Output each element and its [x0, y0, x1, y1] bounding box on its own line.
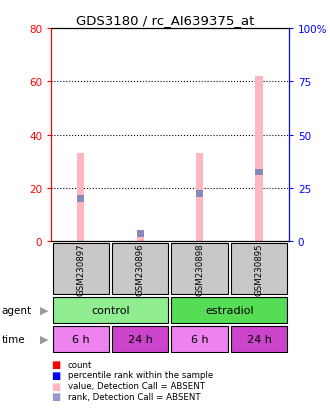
Text: agent: agent — [2, 305, 32, 315]
Bar — [231, 326, 287, 352]
Bar — [137, 231, 144, 242]
Bar — [53, 326, 109, 352]
Text: 24 h: 24 h — [128, 334, 153, 344]
Text: GSM230896: GSM230896 — [136, 242, 145, 295]
Text: percentile rank within the sample: percentile rank within the sample — [68, 370, 213, 380]
Bar — [255, 169, 263, 176]
Bar — [196, 190, 203, 197]
Bar — [172, 297, 287, 323]
Bar — [172, 326, 228, 352]
Text: control: control — [91, 305, 130, 315]
Text: GSM230895: GSM230895 — [254, 242, 264, 295]
Bar — [231, 244, 287, 294]
Text: GSM230897: GSM230897 — [76, 242, 85, 295]
Bar — [137, 230, 144, 237]
Text: ■: ■ — [51, 359, 60, 369]
Text: time: time — [2, 334, 25, 344]
Bar — [77, 196, 84, 202]
Bar — [53, 297, 169, 323]
Bar — [255, 77, 263, 242]
Bar — [77, 154, 84, 242]
Bar — [172, 244, 228, 294]
Text: value, Detection Call = ABSENT: value, Detection Call = ABSENT — [68, 381, 205, 390]
Bar — [112, 326, 168, 352]
Text: ▶: ▶ — [40, 334, 49, 344]
Bar — [53, 244, 109, 294]
Text: ■: ■ — [51, 381, 60, 391]
Text: estradiol: estradiol — [205, 305, 254, 315]
Bar — [112, 244, 168, 294]
Text: ■: ■ — [51, 370, 60, 380]
Text: rank, Detection Call = ABSENT: rank, Detection Call = ABSENT — [68, 392, 200, 401]
Text: GSM230898: GSM230898 — [195, 242, 204, 295]
Text: 24 h: 24 h — [247, 334, 272, 344]
Text: count: count — [68, 360, 92, 369]
Text: 6 h: 6 h — [191, 334, 209, 344]
Text: 6 h: 6 h — [72, 334, 90, 344]
Text: ▶: ▶ — [40, 305, 49, 315]
Text: GDS3180 / rc_AI639375_at: GDS3180 / rc_AI639375_at — [76, 14, 254, 26]
Bar — [196, 154, 203, 242]
Text: ■: ■ — [51, 392, 60, 401]
